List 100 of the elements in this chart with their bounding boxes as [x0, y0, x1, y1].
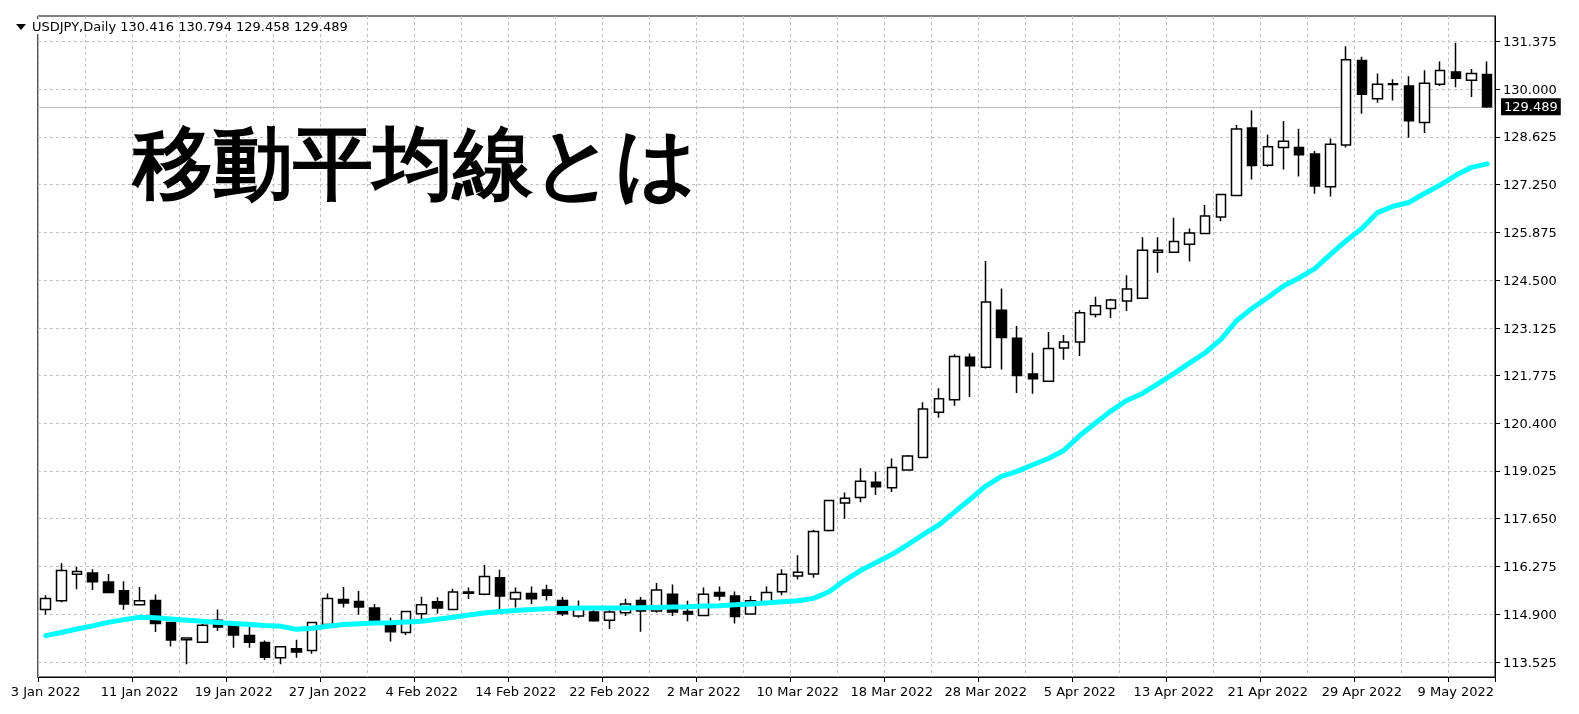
candlestick	[1152, 236, 1164, 274]
candlestick	[1277, 120, 1290, 171]
candlestick	[55, 562, 68, 603]
candlestick	[1246, 109, 1258, 181]
candlestick	[462, 586, 475, 600]
candlestick	[917, 401, 929, 459]
candlestick	[1356, 55, 1368, 115]
candlestick	[1450, 42, 1462, 89]
candlestick	[541, 584, 553, 602]
candlestick	[102, 573, 115, 594]
candlestick	[1058, 334, 1070, 361]
candlestick	[321, 592, 334, 626]
y-tick-label: 123.125	[1503, 320, 1557, 336]
x-tick-label: 4 Feb 2022	[385, 684, 459, 699]
x-tick-label: 18 Mar 2022	[850, 684, 933, 699]
x-tick-label: 11 Jan 2022	[100, 684, 179, 699]
x-tick-label: 27 Jan 2022	[288, 684, 367, 699]
candlestick	[1136, 236, 1149, 299]
candlestick	[901, 454, 914, 471]
candlestick	[494, 569, 506, 612]
candlestick	[180, 637, 193, 665]
candlestick	[447, 587, 459, 611]
candlestick	[713, 585, 726, 602]
y-tick-label: 125.875	[1503, 225, 1557, 241]
candlestick	[1199, 204, 1211, 235]
x-tick-label: 21 Apr 2022	[1227, 684, 1308, 699]
x-tick-label: 28 Mar 2022	[944, 684, 1027, 699]
text: 移動平均線とは	[131, 118, 697, 208]
candlestick	[86, 568, 99, 591]
candlestick	[1121, 274, 1133, 312]
candlestick	[431, 596, 444, 615]
y-tick-label: 120.400	[1503, 415, 1557, 431]
candlestick	[995, 287, 1008, 371]
candlestick	[290, 639, 303, 659]
x-tick-label: 14 Feb 2022	[475, 684, 557, 699]
candlestick	[1074, 309, 1086, 357]
y-tick-label: 128.625	[1503, 129, 1557, 145]
candlestick	[1371, 72, 1384, 104]
candlestick	[1027, 352, 1039, 395]
candlestick	[1042, 331, 1055, 383]
y-tick-label: 130.000	[1503, 81, 1557, 97]
candlestick	[1434, 60, 1446, 87]
candlestick	[776, 568, 788, 596]
candlestick	[1230, 124, 1243, 197]
candlestick	[682, 600, 694, 623]
candlestick	[227, 625, 240, 649]
candlestick	[948, 353, 961, 407]
candlestick	[1309, 150, 1321, 195]
y-tick-label: 127.250	[1503, 177, 1557, 193]
x-tick-label: 19 Jan 2022	[194, 684, 273, 699]
candlestick	[1387, 78, 1399, 102]
candlestick	[1215, 193, 1227, 223]
candlestick	[1418, 69, 1431, 134]
x-tick-label: 13 Apr 2022	[1133, 684, 1214, 699]
x-tick-label: 2 Mar 2022	[666, 684, 741, 699]
candlestick	[1011, 325, 1023, 394]
x-tick-label: 5 Apr 2022	[1043, 684, 1116, 699]
candlestick	[1340, 45, 1352, 149]
candlestick	[1293, 127, 1305, 178]
x-tick-label: 9 May 2022	[1417, 684, 1495, 699]
candlestick	[1465, 68, 1478, 98]
ref-line-label: 129.489	[1504, 99, 1558, 115]
candlestick	[243, 626, 256, 649]
y-tick-label: 117.650	[1503, 511, 1557, 527]
candlestick	[1324, 137, 1337, 198]
candlestick	[274, 645, 287, 665]
candlestick	[1105, 298, 1117, 319]
x-tick-label: 10 Mar 2022	[756, 684, 839, 699]
y-tick-label: 131.375	[1503, 33, 1557, 49]
candlestick	[353, 590, 365, 616]
candlestick	[1089, 296, 1102, 319]
y-tick-label: 114.900	[1503, 606, 1557, 622]
y-tick-label: 124.500	[1503, 272, 1557, 288]
y-tick-label: 119.025	[1503, 463, 1557, 479]
candlestick	[259, 639, 271, 661]
candlestick	[118, 580, 130, 611]
y-tick-label: 113.525	[1503, 654, 1557, 670]
candlestick	[509, 586, 522, 609]
x-tick-label: 3 Jan 2022	[10, 684, 81, 699]
x-tick-label: 22 Feb 2022	[569, 684, 651, 699]
x-tick-label: 29 Apr 2022	[1321, 684, 1403, 699]
candlestick	[839, 491, 851, 520]
candlestick	[415, 595, 428, 620]
candlestick	[1183, 227, 1196, 263]
y-tick-label: 121.775	[1503, 367, 1557, 383]
candlestick	[1168, 217, 1180, 253]
candlestick	[196, 623, 209, 643]
candlestick	[823, 499, 835, 533]
candlestick	[71, 565, 83, 591]
candlestick	[337, 586, 350, 609]
candlestick	[854, 467, 867, 504]
candlestick	[980, 260, 992, 370]
candlestick	[933, 387, 945, 419]
candlestick	[478, 564, 491, 596]
candlestick	[525, 585, 538, 605]
annotation: USDJPY,Daily 130.416 130.794 129.458 129.489	[32, 19, 348, 34]
candlestick	[886, 457, 898, 493]
candlestick	[792, 554, 804, 581]
candlestick	[1403, 75, 1415, 139]
candlestick	[1262, 133, 1274, 168]
